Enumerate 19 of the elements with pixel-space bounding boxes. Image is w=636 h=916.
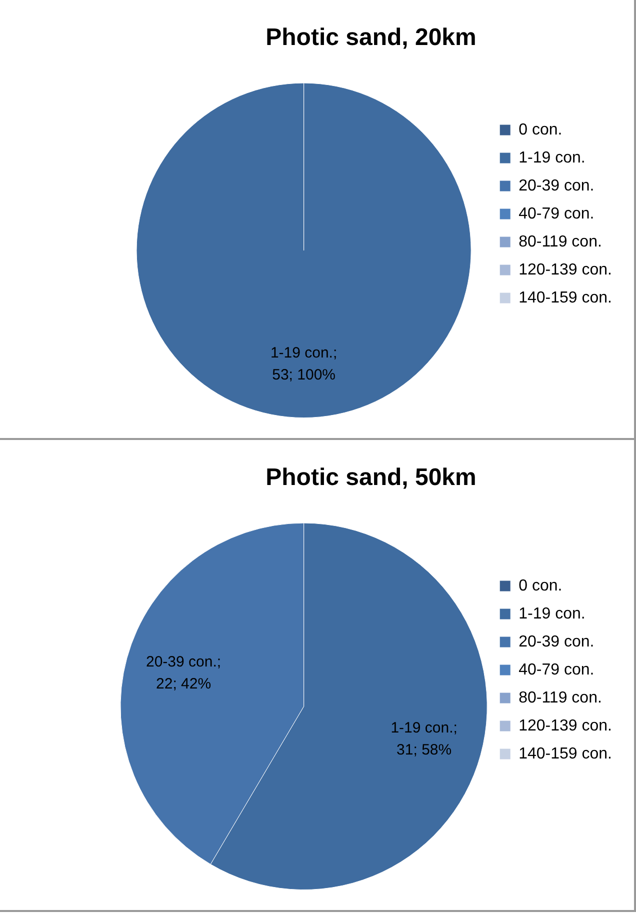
legend-label: 140-159 con. — [518, 289, 612, 306]
data-label: 20-39 con.; 22; 42% — [146, 654, 222, 693]
legend-label: 40-79 con. — [518, 661, 594, 678]
legend-label: 120-139 con. — [518, 261, 612, 278]
chart-title: Photic sand, 50km — [266, 464, 476, 492]
legend-label: 80-119 con. — [518, 689, 602, 706]
legend-label: 20-39 con. — [518, 177, 594, 194]
legend-label: 140-159 con. — [518, 745, 612, 762]
legend-label: 120-139 con. — [518, 717, 612, 734]
legend-label: 1-19 con. — [518, 605, 586, 622]
data-label: 1-19 con.; 53; 100% — [270, 344, 338, 384]
legend-label: 0 con. — [518, 577, 562, 594]
legend-label: 20-39 con. — [518, 633, 594, 650]
legend-label: 1-19 con. — [518, 149, 586, 166]
legend-label: 80-119 con. — [518, 233, 602, 250]
legend-label: 40-79 con. — [518, 205, 594, 222]
legend-label: 0 con. — [518, 121, 562, 138]
data-label: 1-19 con.; 31; 58% — [390, 719, 458, 758]
chart-title: Photic sand, 20km — [266, 24, 476, 52]
